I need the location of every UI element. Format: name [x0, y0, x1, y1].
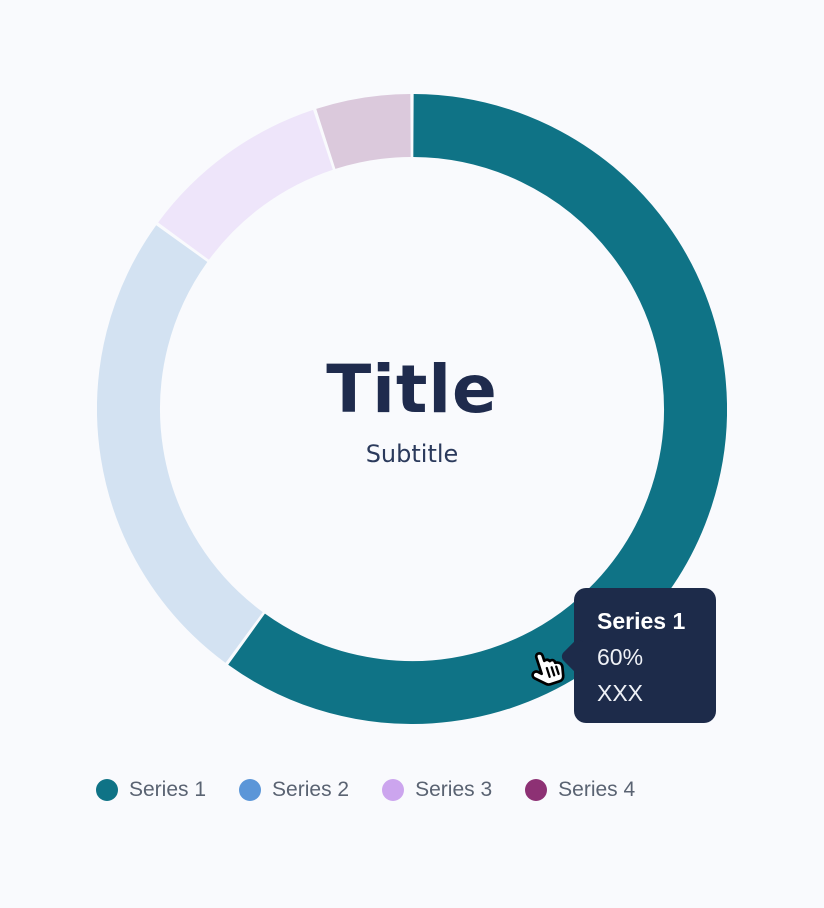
tooltip: Series 1 60% XXX	[559, 588, 716, 723]
legend-swatch-icon	[525, 779, 548, 801]
legend-item-series-4[interactable]: Series 4	[525, 778, 635, 802]
legend-swatch-icon	[239, 779, 262, 801]
legend-swatch-icon	[96, 779, 118, 801]
legend-label: Series 3	[415, 778, 493, 801]
legend-item-series-3[interactable]: Series 3	[382, 778, 492, 802]
donut-slice-series-2[interactable]	[97, 225, 264, 663]
donut-slice-series-4[interactable]	[316, 94, 412, 170]
donut-svg	[97, 94, 727, 724]
legend-label: Series 2	[272, 778, 350, 801]
legend-label: Series 4	[558, 778, 636, 801]
donut-chart[interactable]	[97, 94, 727, 724]
donut-slice-series-3[interactable]	[158, 109, 334, 261]
legend-item-series-2[interactable]: Series 2	[239, 778, 349, 802]
legend-swatch-icon	[382, 779, 405, 801]
chart-legend: Series 1 Series 2 Series 3 Series 4	[96, 778, 635, 802]
legend-label: Series 1	[129, 778, 207, 801]
tooltip-percent: 60%	[597, 644, 644, 670]
legend-item-series-1[interactable]: Series 1	[96, 778, 206, 802]
tooltip-value: XXX	[597, 680, 644, 706]
tooltip-series-label: Series 1	[597, 608, 686, 634]
donut-slice-series-1[interactable]	[228, 94, 727, 724]
